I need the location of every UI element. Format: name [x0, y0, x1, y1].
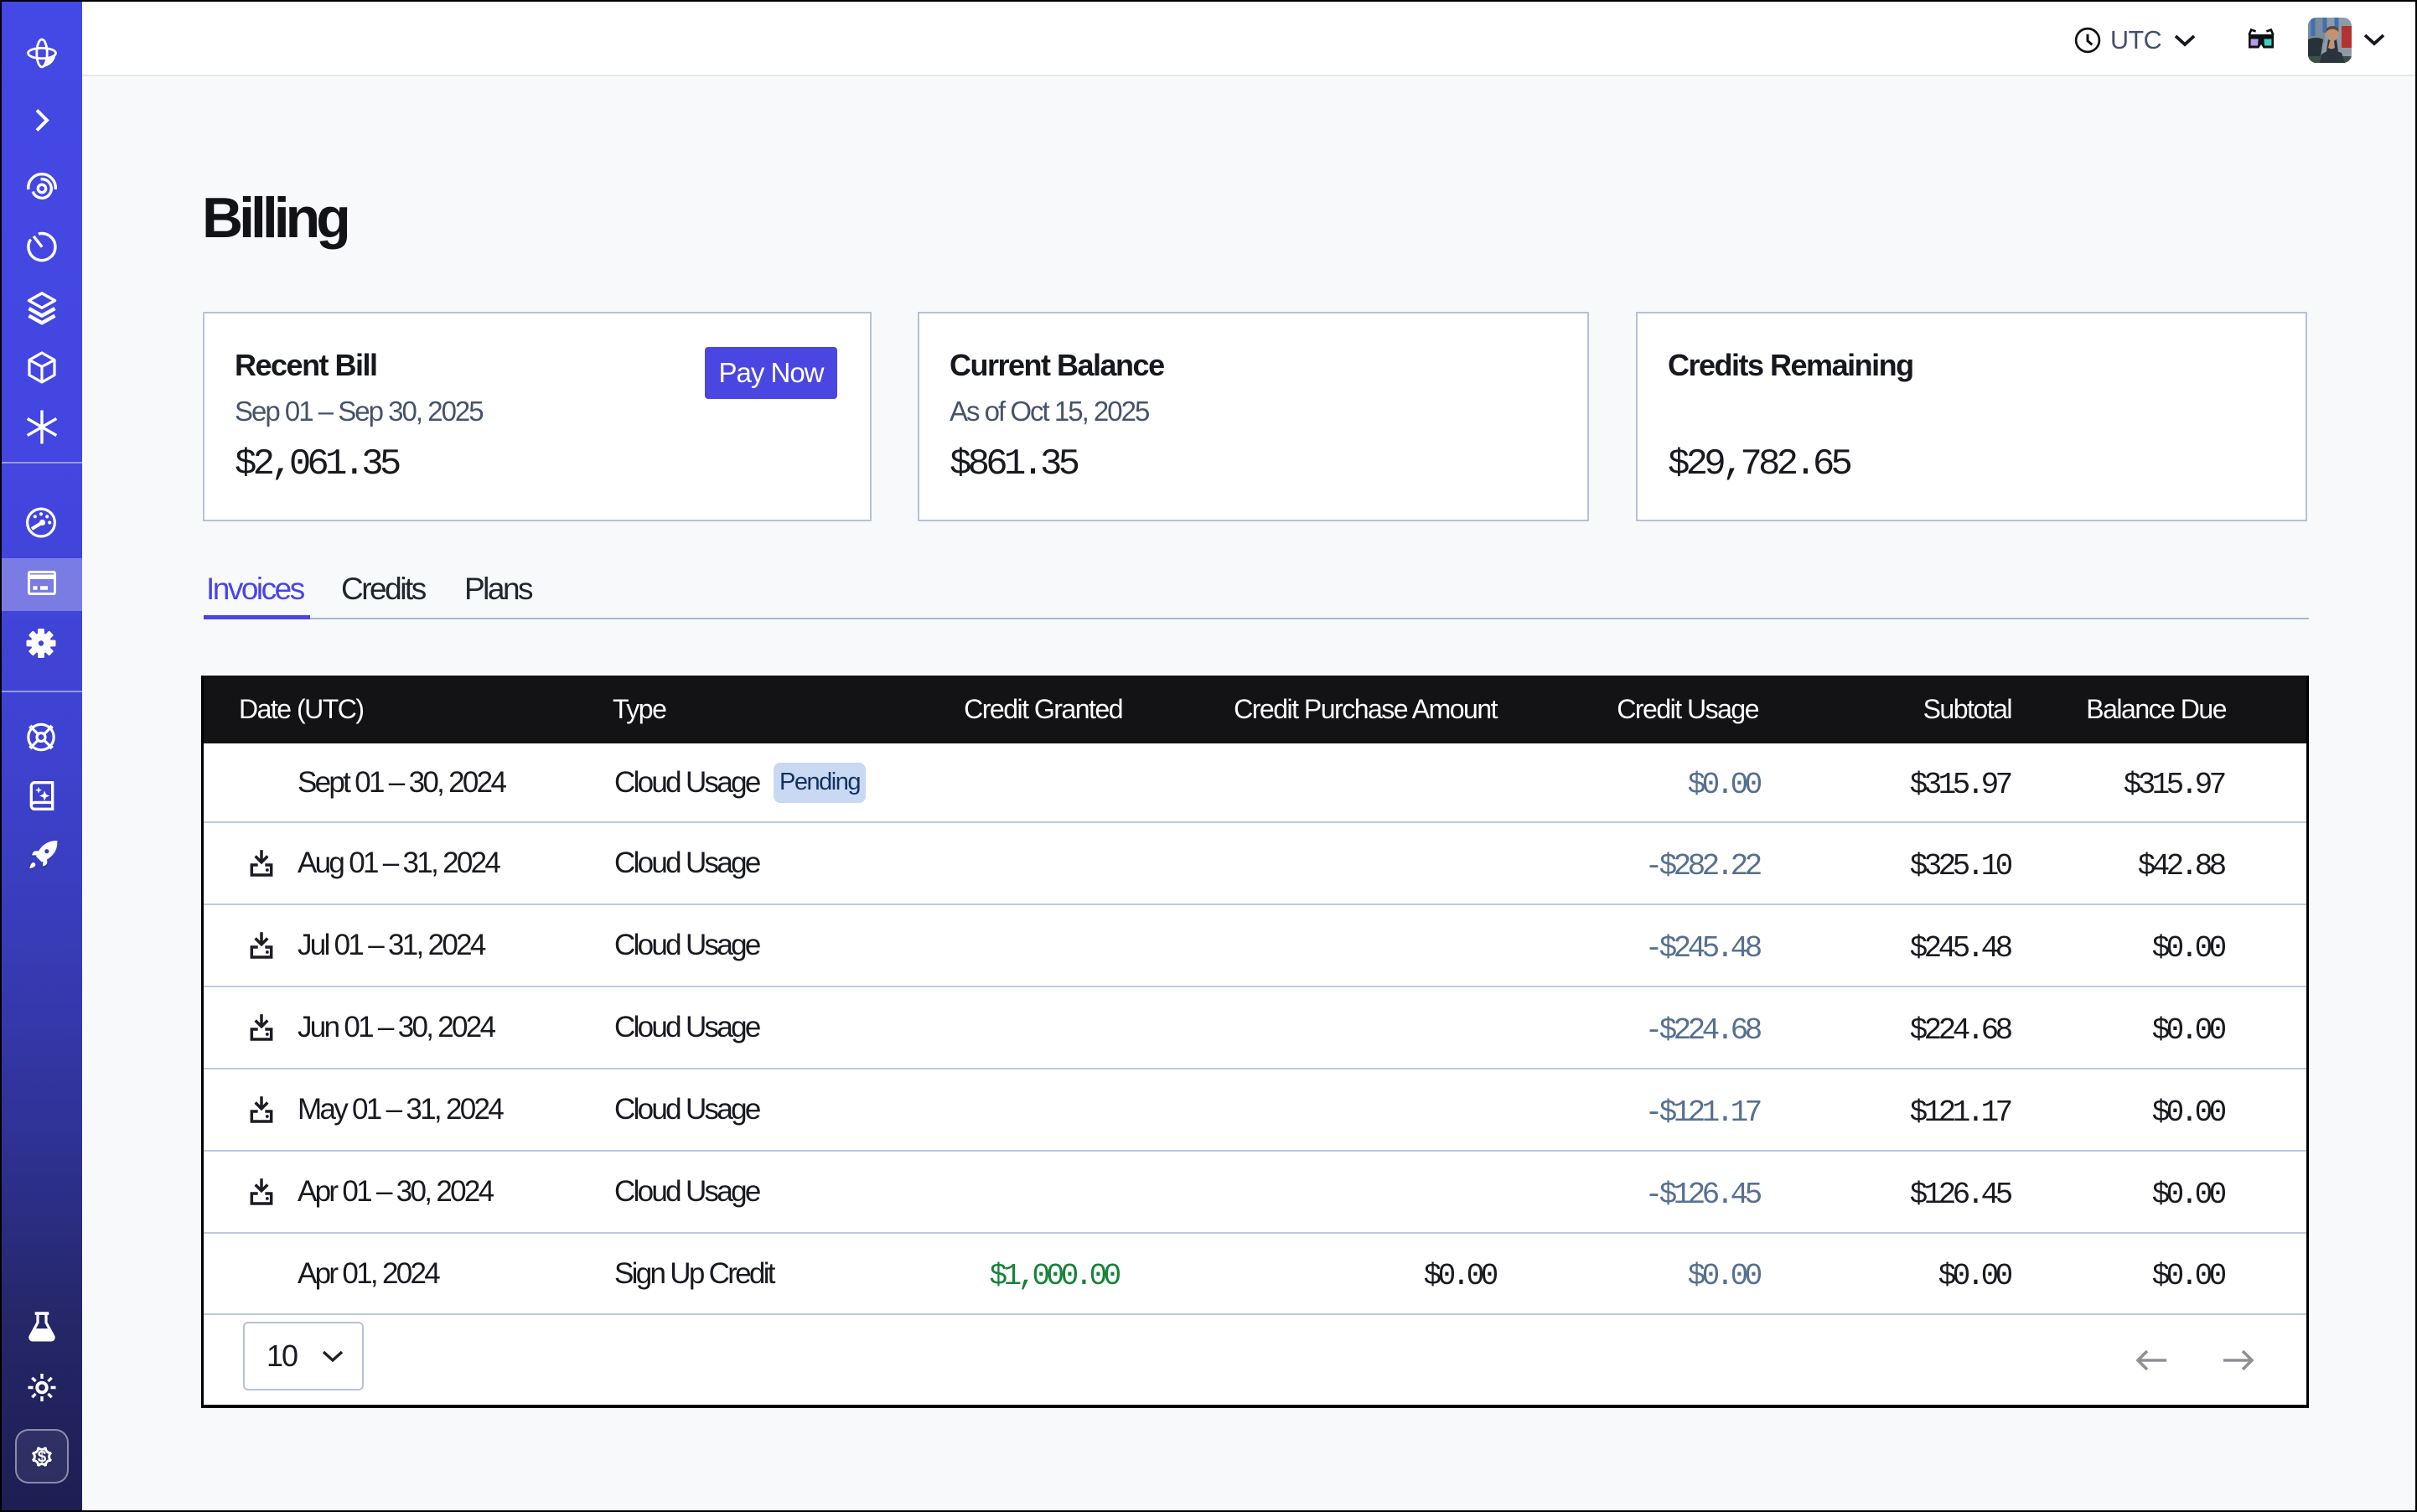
- svg-text:$: $: [38, 1448, 47, 1466]
